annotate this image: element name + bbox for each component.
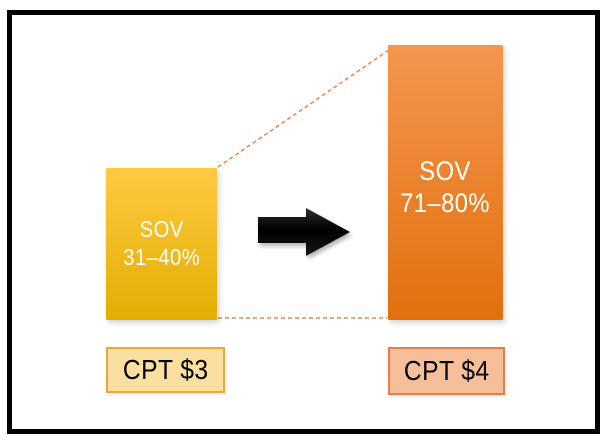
cpt-high-price-label: CPT $4: [403, 355, 490, 386]
sov-bar-low: SOV 31–40%: [106, 168, 217, 320]
cpt-low-price-box: CPT $3: [106, 347, 225, 393]
sov-high-label-line2: 71–80%: [400, 187, 491, 218]
sov-bar-low-label: SOV 31–40%: [123, 216, 200, 271]
sov-bar-high-label: SOV 71–80%: [401, 146, 491, 218]
cpt-high-price-box: CPT $4: [388, 347, 505, 395]
right-arrow-shape: [258, 208, 350, 256]
slide-frame-border: [7, 10, 600, 434]
sov-low-label-line2: 31–40%: [123, 244, 200, 270]
sov-low-label-line1: SOV: [139, 216, 184, 243]
sov-bar-high: SOV 71–80%: [388, 45, 503, 320]
cpt-low-price-label: CPT $3: [122, 354, 209, 385]
right-arrow-icon: [258, 208, 350, 256]
sov-high-label-line1: SOV: [419, 156, 472, 187]
